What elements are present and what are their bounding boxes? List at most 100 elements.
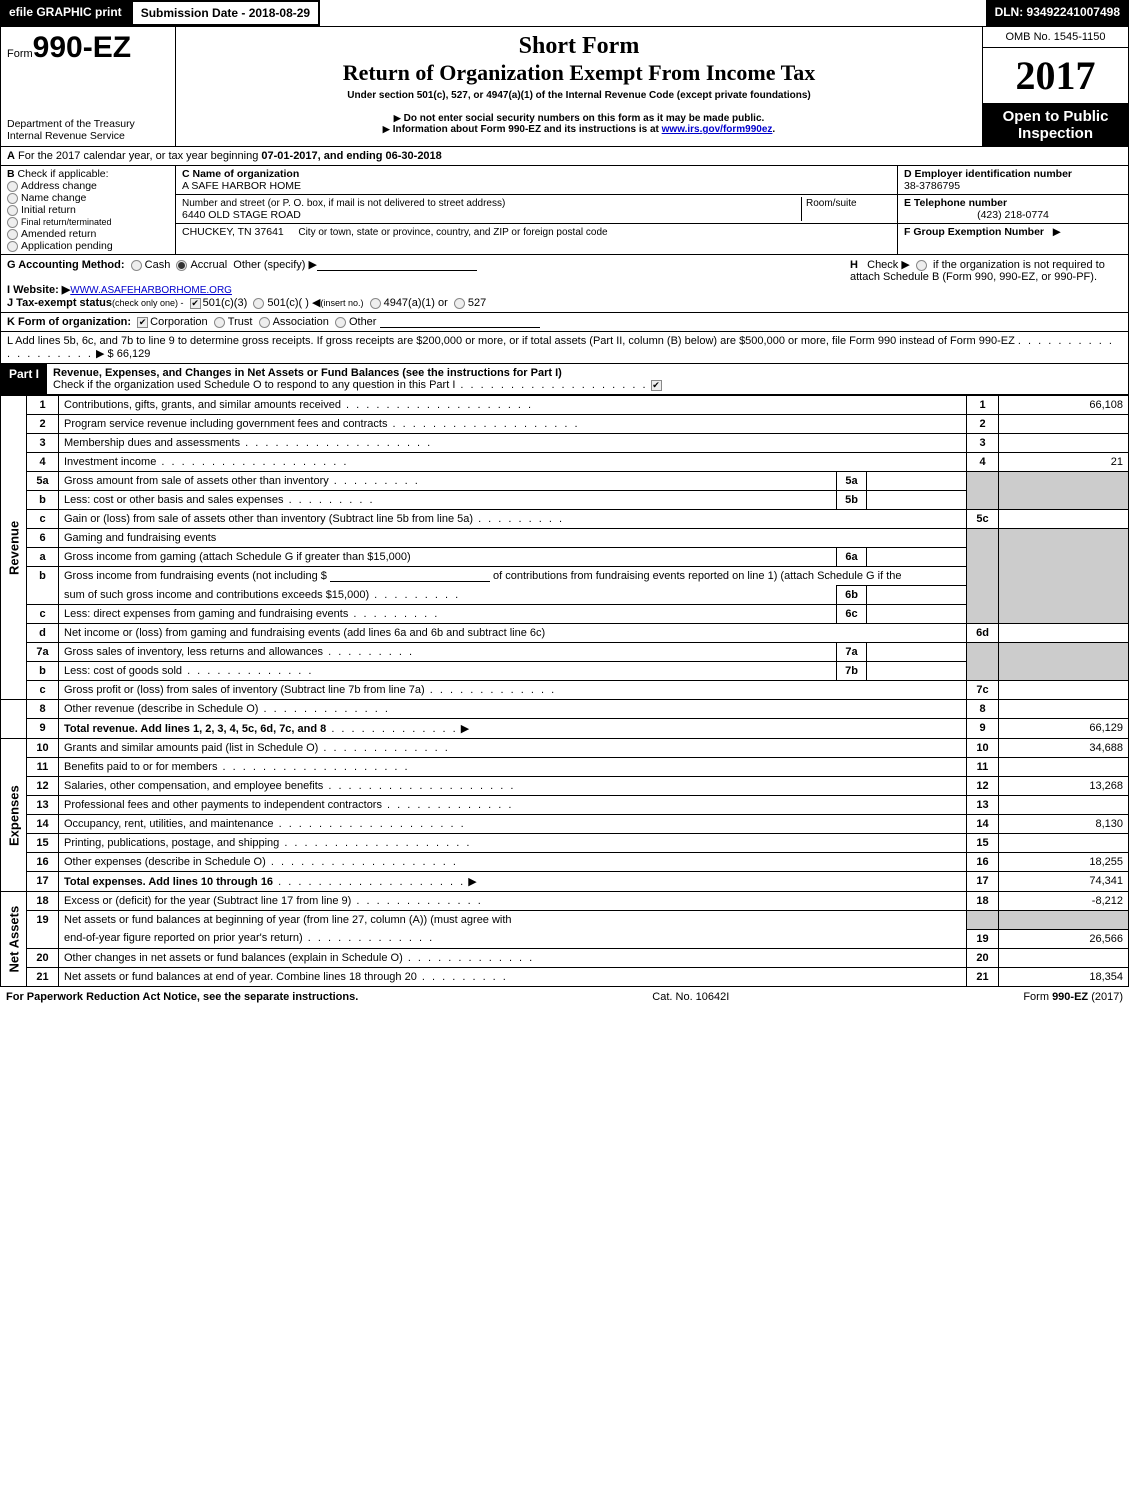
part-i-label: Part I — [1, 364, 47, 394]
form-prefix: Form — [7, 48, 33, 60]
omb-number: OMB No. 1545-1150 — [983, 27, 1128, 48]
info-grid: B Check if applicable: Address change Na… — [0, 166, 1129, 254]
line-6d-amt — [999, 624, 1129, 643]
submission-date: Submission Date - 2018-08-29 — [131, 0, 320, 26]
chk-corporation[interactable] — [137, 317, 148, 328]
k-other-line[interactable] — [380, 316, 540, 328]
radio-527[interactable] — [454, 298, 465, 309]
line-21-text: Net assets or fund balances at end of ye… — [64, 971, 417, 983]
k-label: K Form of organization: — [7, 316, 131, 328]
line-18-num: 18 — [27, 892, 59, 911]
j-4947: 4947(a)(1) or — [384, 297, 448, 309]
chk-application-pending[interactable] — [7, 241, 18, 252]
chk-final-return[interactable] — [7, 217, 18, 228]
note-info: Information about Form 990-EZ and its in… — [182, 124, 976, 135]
line-13-num: 13 — [27, 796, 59, 815]
line-17-amt: 74,341 — [999, 872, 1129, 892]
line-17-box: 17 — [967, 872, 999, 892]
line-4-box: 4 — [967, 453, 999, 472]
j-501c: 501(c)( ) — [267, 297, 309, 309]
radio-h[interactable] — [916, 260, 927, 271]
line-6b-text3: sum of such gross income and contributio… — [64, 589, 369, 601]
line-11-amt — [999, 758, 1129, 777]
line-2-box: 2 — [967, 415, 999, 434]
radio-cash[interactable] — [131, 260, 142, 271]
row-gh: G Accounting Method: Cash Accrual Other … — [0, 254, 1129, 313]
opt-final-return: Final return/terminated — [21, 217, 112, 227]
line-16-box: 16 — [967, 853, 999, 872]
opt-address-change: Address change — [21, 180, 97, 192]
chk-amended-return[interactable] — [7, 229, 18, 240]
chk-schedule-o[interactable] — [651, 380, 662, 391]
g-other-line[interactable] — [317, 259, 477, 271]
room-label: Room/suite — [806, 198, 857, 209]
line-21-num: 21 — [27, 967, 59, 986]
line-10-text: Grants and similar amounts paid (list in… — [64, 742, 318, 754]
i-label: I Website: ▶ — [7, 284, 70, 296]
chk-address-change[interactable] — [7, 181, 18, 192]
line-7c-box: 7c — [967, 681, 999, 700]
row-k: K Form of organization: Corporation Trus… — [0, 313, 1129, 332]
line-16-num: 16 — [27, 853, 59, 872]
f-label: F Group Exemption Number — [904, 226, 1044, 238]
chk-initial-return[interactable] — [7, 205, 18, 216]
line-6d-text: Net income or (loss) from gaming and fun… — [59, 624, 967, 643]
org-name: A SAFE HARBOR HOME — [182, 180, 301, 192]
a-prefix: For the 2017 calendar year, or tax year … — [18, 150, 261, 162]
line-21-box: 21 — [967, 967, 999, 986]
line-18-text: Excess or (deficit) for the year (Subtra… — [64, 895, 351, 907]
line-19-text: Net assets or fund balances at beginning… — [59, 911, 967, 930]
radio-association[interactable] — [259, 317, 270, 328]
line-3-box: 3 — [967, 434, 999, 453]
efile-print-button[interactable]: efile GRAPHIC print — [0, 0, 131, 26]
opt-initial-return: Initial return — [21, 204, 76, 216]
radio-4947[interactable] — [370, 298, 381, 309]
line-10-amt: 34,688 — [999, 739, 1129, 758]
line-16-text: Other expenses (describe in Schedule O) — [64, 856, 266, 868]
line-11-box: 11 — [967, 758, 999, 777]
line-6c-ibox: 6c — [837, 605, 867, 624]
h-check: Check ▶ — [867, 259, 910, 271]
line-7b-num: b — [27, 662, 59, 681]
radio-trust[interactable] — [214, 317, 225, 328]
phone-value: (423) 218-0774 — [904, 209, 1122, 221]
footer-mid: Cat. No. 10642I — [652, 991, 729, 1003]
line-15-num: 15 — [27, 834, 59, 853]
radio-accrual[interactable] — [176, 260, 187, 271]
line-6b-fill[interactable] — [330, 570, 490, 582]
k-other: Other — [349, 316, 377, 328]
b-label: Check if applicable: — [18, 168, 109, 180]
main-title: Return of Organization Exempt From Incom… — [182, 60, 976, 86]
line-16-amt: 18,255 — [999, 853, 1129, 872]
website-link[interactable]: WWW.ASAFEHARBORHOME.ORG — [70, 285, 232, 296]
a-end: 06-30-2018 — [386, 150, 442, 162]
chk-name-change[interactable] — [7, 193, 18, 204]
ein-value: 38-3786795 — [904, 180, 960, 192]
line-6-text: Gaming and fundraising events — [59, 529, 967, 548]
note-ssn: Do not enter social security numbers on … — [182, 113, 976, 124]
line-6b-ibox: 6b — [837, 586, 867, 605]
chk-501c3[interactable] — [190, 298, 201, 309]
g-accrual: Accrual — [190, 259, 227, 271]
line-20-num: 20 — [27, 948, 59, 967]
line-6a-iamt — [867, 548, 967, 567]
line-6c-num: c — [27, 605, 59, 624]
line-17-num: 17 — [27, 872, 59, 892]
line-5a-text: Gross amount from sale of assets other t… — [64, 475, 329, 487]
line-6-greybox — [967, 529, 999, 624]
radio-other-org[interactable] — [335, 317, 346, 328]
radio-501c[interactable] — [253, 298, 264, 309]
dept-label: Department of the Treasury Internal Reve… — [7, 118, 169, 142]
dln-label: DLN: 93492241007498 — [986, 0, 1129, 26]
line-8-num: 8 — [27, 700, 59, 719]
section-c: C Name of organization A SAFE HARBOR HOM… — [176, 166, 898, 254]
line-4-amt: 21 — [999, 453, 1129, 472]
form-number: 990-EZ — [33, 31, 131, 64]
line-6-num: 6 — [27, 529, 59, 548]
line-19-greybox — [967, 911, 999, 930]
line-6a-num: a — [27, 548, 59, 567]
line-9-box: 9 — [967, 719, 999, 739]
l-amount: $ 66,129 — [108, 348, 151, 360]
top-bar: efile GRAPHIC print Submission Date - 20… — [0, 0, 1129, 26]
instructions-link[interactable]: www.irs.gov/form990ez — [662, 124, 773, 135]
